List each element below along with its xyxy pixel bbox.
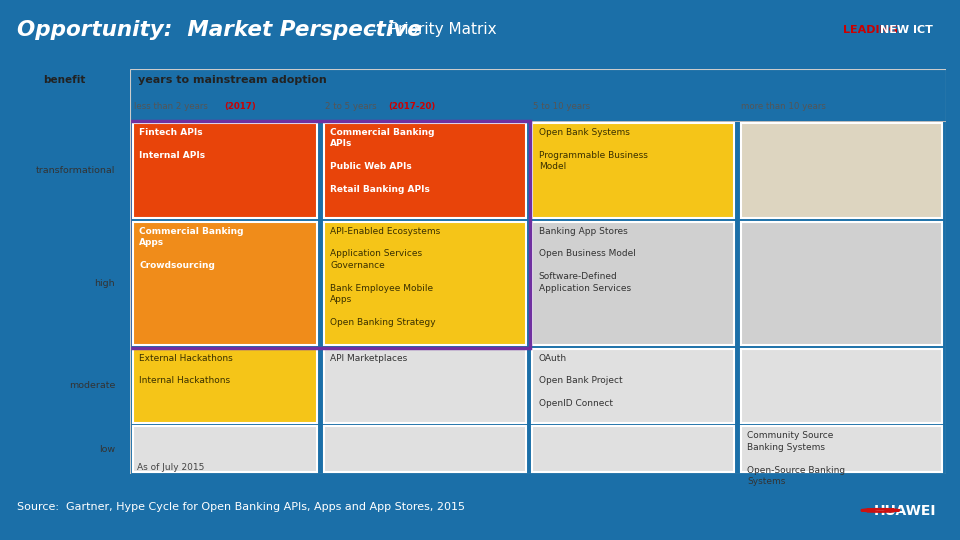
Bar (532, 427, 734, 472)
Text: Community Source
Banking Systems

Open-Source Banking
Systems: Community Source Banking Systems Open-So… (747, 431, 845, 486)
Text: (2017-20): (2017-20) (388, 102, 436, 111)
Bar (129, 121, 530, 348)
Bar (132, 349, 318, 423)
Text: OAuth

Open Bank Project

OpenID Connect: OAuth Open Bank Project OpenID Connect (539, 354, 622, 408)
Ellipse shape (861, 509, 874, 511)
Bar (324, 222, 526, 346)
Ellipse shape (886, 509, 900, 511)
Text: HUAWEI: HUAWEI (874, 504, 936, 518)
Text: Commercial Banking
APIs

Public Web APIs

Retail Banking APIs: Commercial Banking APIs Public Web APIs … (330, 128, 435, 194)
Bar (740, 349, 943, 423)
Bar (132, 427, 318, 472)
Text: 2 to 5 years: 2 to 5 years (324, 102, 376, 111)
Ellipse shape (861, 509, 882, 510)
Bar (740, 123, 943, 219)
Text: Open Bank Systems

Programmable Business
Model: Open Bank Systems Programmable Business … (539, 128, 648, 171)
Text: (2017): (2017) (224, 102, 255, 111)
Text: NEW ICT: NEW ICT (880, 25, 933, 35)
Text: more than 10 years: more than 10 years (741, 102, 827, 111)
Text: less than 2 years: less than 2 years (133, 102, 207, 111)
Bar (324, 427, 526, 472)
Bar (740, 222, 943, 346)
Text: External Hackathons

Internal Hackathons: External Hackathons Internal Hackathons (139, 354, 233, 386)
Text: LEADING: LEADING (843, 25, 898, 35)
Text: API Marketplaces: API Marketplaces (330, 354, 408, 362)
Text: high: high (95, 279, 115, 288)
Bar (132, 222, 318, 346)
Text: API-Enabled Ecosystems

Application Services
Governance

Bank Employee Mobile
Ap: API-Enabled Ecosystems Application Servi… (330, 227, 441, 327)
Ellipse shape (878, 509, 900, 510)
Bar (532, 349, 734, 423)
Text: low: low (99, 445, 115, 454)
Text: Source:  Gartner, Hype Cycle for Open Banking APIs, Apps and App Stores, 2015: Source: Gartner, Hype Cycle for Open Ban… (17, 502, 466, 512)
Text: transformational: transformational (36, 166, 115, 175)
Text: years to mainstream adoption: years to mainstream adoption (138, 76, 326, 85)
Bar (532, 222, 734, 346)
Ellipse shape (861, 511, 882, 512)
Text: –: – (368, 21, 382, 39)
Text: Commercial Banking
Apps

Crowdsourcing: Commercial Banking Apps Crowdsourcing (139, 227, 244, 270)
Bar (740, 427, 943, 472)
Text: benefit: benefit (43, 76, 86, 85)
Bar (532, 123, 734, 219)
Bar (324, 349, 526, 423)
Text: 5 to 10 years: 5 to 10 years (533, 102, 590, 111)
Bar (324, 123, 526, 219)
Text: As of July 2015: As of July 2015 (137, 463, 204, 472)
Ellipse shape (867, 511, 894, 512)
Text: Banking App Stores

Open Business Model

Software-Defined
Application Services: Banking App Stores Open Business Model S… (539, 227, 636, 293)
Text: moderate: moderate (69, 381, 115, 390)
Bar (132, 123, 318, 219)
Text: Opportunity:  Market Perspective: Opportunity: Market Perspective (17, 20, 430, 40)
Text: Fintech APIs

Internal APIs: Fintech APIs Internal APIs (139, 128, 205, 160)
Text: Priority Matrix: Priority Matrix (389, 22, 496, 37)
Ellipse shape (878, 511, 900, 512)
